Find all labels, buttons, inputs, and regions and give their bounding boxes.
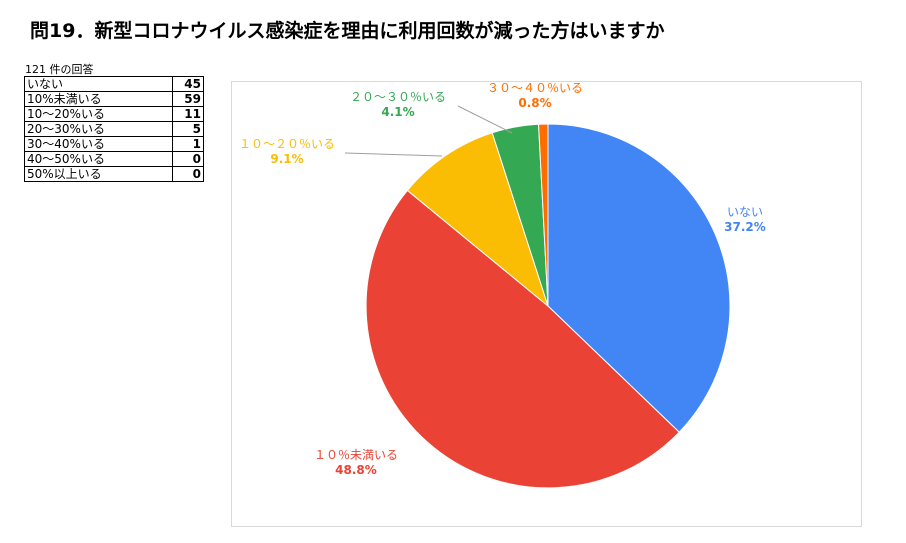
chart-container: いない 37.2% １０％未満いる 48.8% １０〜２０％いる 9.1% ２０〜３０％いる… (231, 81, 862, 527)
leader-line (457, 105, 513, 134)
table-row-count: 45 (172, 76, 204, 92)
table-row: 30〜40%いる 1 (24, 136, 204, 152)
table-row-count: 1 (172, 136, 204, 152)
slice-label: いない (727, 205, 763, 219)
slice-label: １０％未満いる (314, 448, 398, 462)
pie-slice (538, 123, 549, 307)
slice-percent-label: 37.2% (724, 220, 766, 234)
table-row-label: いない (24, 76, 173, 92)
table-row: 50%以上いる 0 (24, 166, 204, 182)
response-table: いない 45 10%未満いる 59 10〜20%いる 11 20〜30%いる 5 30〜40%い… (24, 76, 204, 182)
table-row-label: 10%未満いる (24, 91, 173, 107)
slice-percent-label: 0.8% (518, 96, 551, 110)
table-row-label: 40〜50%いる (24, 151, 173, 167)
table-row-count: 0 (172, 166, 204, 182)
table-row-label: 20〜30%いる (24, 121, 173, 137)
slice-label: １０〜２０％いる (239, 137, 335, 151)
table-row: いない 45 (24, 76, 204, 92)
slice-label: ３０〜４０％いる (487, 82, 583, 95)
table-row: 40〜50%いる 0 (24, 151, 204, 167)
pie-slice (406, 132, 549, 308)
table-row: 10%未満いる 59 (24, 91, 204, 107)
table-row-count: 0 (172, 151, 204, 167)
table-row: 10〜20%いる 11 (24, 106, 204, 122)
response-count-label: 121 件の回答 (25, 63, 94, 76)
leader-line (344, 152, 443, 157)
slice-percent-label: 4.1% (381, 105, 414, 119)
table-row-count: 5 (172, 121, 204, 137)
pie-slice (365, 189, 680, 489)
slice-label: ２０〜３０％いる (350, 90, 446, 104)
table-row-label: 50%以上いる (24, 166, 173, 182)
table-row-count: 11 (172, 106, 204, 122)
page-title: 問19．新型コロナウイルス感染症を理由に利用回数が減った方はいますか (30, 20, 665, 42)
table-row-label: 30〜40%いる (24, 136, 173, 152)
table-row-count: 59 (172, 91, 204, 107)
pie-slice (547, 123, 731, 433)
table-row-label: 10〜20%いる (24, 106, 173, 122)
slice-percent-label: 48.8% (335, 463, 377, 477)
table-row: 20〜30%いる 5 (24, 121, 204, 137)
slice-percent-label: 9.1% (270, 152, 303, 166)
